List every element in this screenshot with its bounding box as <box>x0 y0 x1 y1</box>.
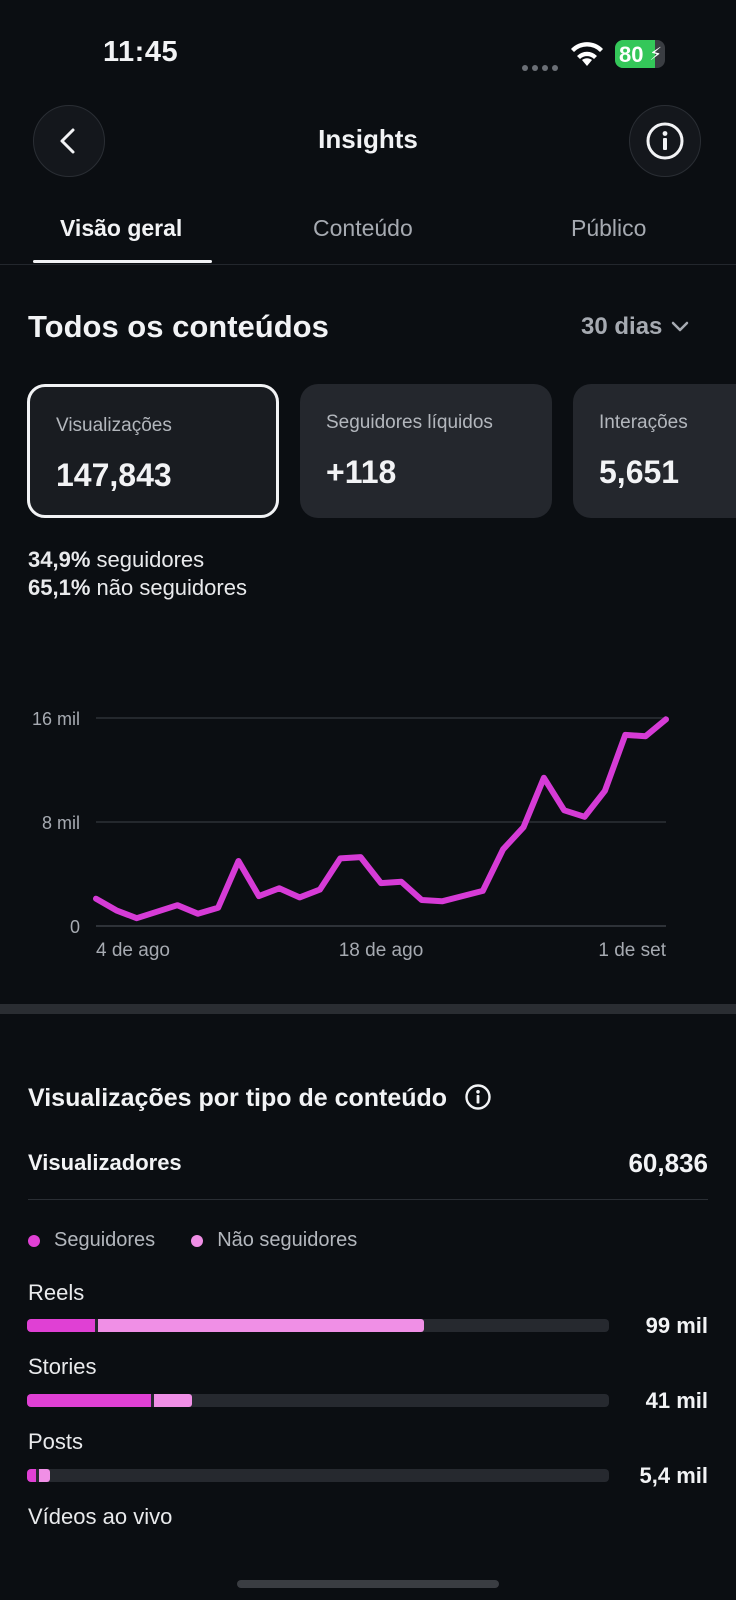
status-bar: 11:45 80 ⚡ <box>0 0 736 100</box>
metric-label: Seguidores líquidos <box>326 412 493 433</box>
back-button[interactable] <box>33 105 105 177</box>
charging-icon: ⚡ <box>649 44 662 64</box>
bar-value-reels: 99 mil <box>645 1313 708 1338</box>
legend-followers: Seguidores <box>54 1229 156 1251</box>
followers-share-label: seguidores <box>96 547 205 572</box>
x-tick-label: 18 de ago <box>339 940 424 961</box>
metric-label: Interações <box>599 412 688 433</box>
views-series-line <box>93 716 669 922</box>
category-label-posts: Posts <box>28 1429 84 1454</box>
info-icon <box>646 122 684 160</box>
by-type-title: Visualizações por tipo de conteúdo <box>28 1083 492 1113</box>
page-title: Insights <box>318 124 418 154</box>
bar-segment-followers <box>27 1394 151 1407</box>
info-icon[interactable] <box>464 1083 492 1111</box>
active-tab-indicator <box>33 260 212 263</box>
category-label-stories: Stories <box>28 1354 97 1379</box>
info-button[interactable] <box>629 105 701 177</box>
bar-segment-non-followers <box>98 1319 424 1332</box>
metric-value: 5,651 <box>599 454 680 490</box>
tab-overview[interactable]: Visão geral <box>60 215 183 241</box>
metric-card-interactions[interactable]: Interações 5,651 <box>573 384 736 518</box>
metric-label: Visualizações <box>56 415 172 436</box>
category-label-live: Vídeos ao vivo <box>28 1504 173 1529</box>
bar-value-stories: 41 mil <box>645 1388 708 1413</box>
legend: Seguidores Não seguidores <box>28 1229 357 1252</box>
category-label-reels: Reels <box>28 1280 85 1305</box>
chevron-down-icon <box>672 321 689 332</box>
viewers-label: Visualizadores <box>28 1150 182 1175</box>
battery-level: 80 <box>619 42 644 67</box>
viewers-value: 60,836 <box>628 1148 708 1178</box>
date-range-label: 30 dias <box>581 313 663 340</box>
bar-segment-followers <box>27 1319 96 1332</box>
bar-segment-non-followers <box>153 1394 193 1407</box>
bar-segment-followers <box>27 1469 36 1482</box>
chevron-left-icon <box>60 128 75 154</box>
non-followers-share-value: 65,1% <box>28 575 91 600</box>
views-line-chart: 0 8 mil 16 mil 4 de ago 18 de ago 1 de set <box>32 709 669 961</box>
viewers-row: Visualizadores 60,836 <box>28 1148 708 1178</box>
y-tick-label: 8 mil <box>42 813 80 833</box>
non-followers-share: 65,1% não seguidores <box>28 575 247 601</box>
bar-reels <box>27 1319 609 1332</box>
divider <box>28 1199 708 1200</box>
section-title: Todos os conteúdos <box>28 309 329 344</box>
signal-icon <box>522 58 562 76</box>
bar-segment-non-followers <box>38 1469 51 1482</box>
battery-icon: 80 ⚡ <box>615 40 665 68</box>
legend-dot-followers <box>28 1234 40 1247</box>
wifi-icon <box>571 42 603 66</box>
tab-audience[interactable]: Público <box>571 215 647 241</box>
date-range-select[interactable]: 30 dias <box>581 313 690 341</box>
followers-share: 34,9% seguidores <box>28 547 204 573</box>
home-indicator <box>237 1580 499 1588</box>
section-divider <box>0 1004 736 1014</box>
bar-value-posts: 5,4 mil <box>639 1463 708 1488</box>
x-tick-label: 1 de set <box>598 940 666 961</box>
by-type-title-text: Visualizações por tipo de conteúdo <box>28 1084 448 1112</box>
legend-non-followers: Não seguidores <box>217 1229 358 1251</box>
metric-card-net-followers[interactable]: Seguidores líquidos +118 <box>300 384 552 518</box>
metric-value: 147,843 <box>56 457 172 493</box>
x-tick-label: 4 de ago <box>96 940 170 961</box>
followers-share-value: 34,9% <box>28 547 91 572</box>
legend-dot-non-followers <box>191 1234 204 1247</box>
bar-stories <box>27 1394 609 1407</box>
non-followers-share-label: não seguidores <box>96 575 247 600</box>
tab-bar: Visão geral Conteúdo Público <box>0 200 736 265</box>
metric-card-views[interactable]: Visualizações 147,843 <box>27 384 279 518</box>
metric-value: +118 <box>326 454 397 490</box>
bar-posts <box>27 1469 609 1482</box>
tab-content[interactable]: Conteúdo <box>313 215 413 241</box>
y-tick-label: 0 <box>70 917 80 937</box>
y-tick-label: 16 mil <box>32 709 80 729</box>
status-time: 11:45 <box>103 36 179 68</box>
